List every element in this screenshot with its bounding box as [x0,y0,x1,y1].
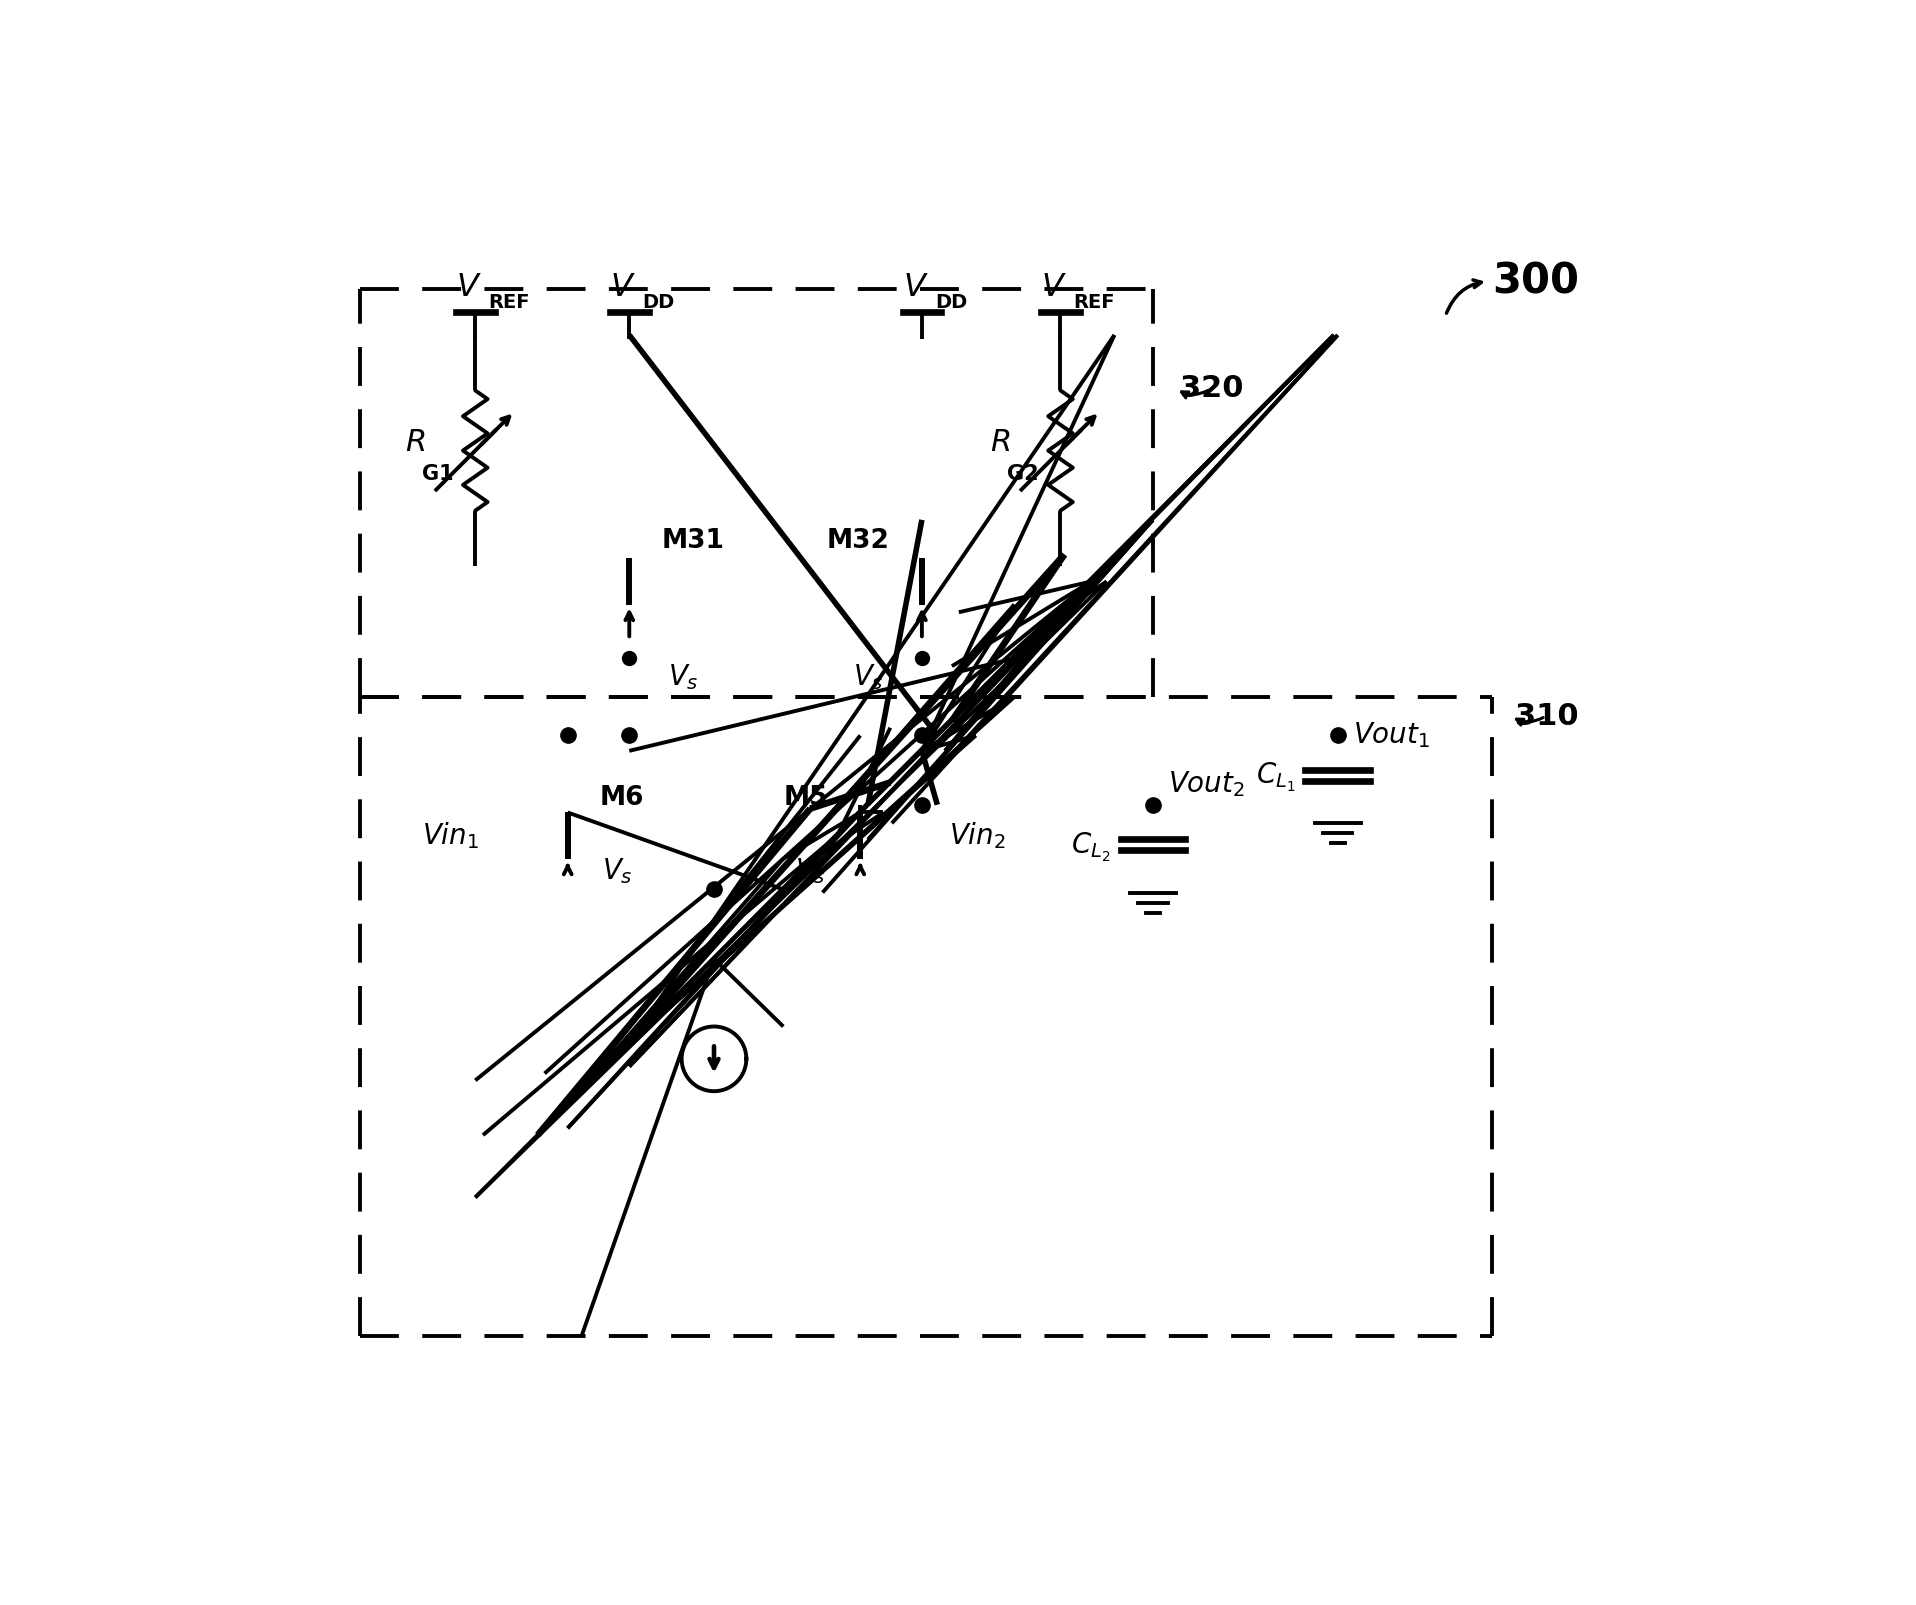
Text: $V$: $V$ [1042,271,1067,303]
Text: REF: REF [1073,294,1115,311]
Text: M31: M31 [661,528,724,554]
Text: $V$: $V$ [902,271,929,303]
Text: $R$: $R$ [991,429,1010,457]
Text: M5: M5 [784,785,828,811]
Text: $V_s$: $V_s$ [602,855,632,886]
Text: G2: G2 [1008,464,1038,485]
Text: $Vin_2$: $Vin_2$ [948,820,1006,851]
Text: 300: 300 [1493,260,1579,302]
Text: $R$: $R$ [404,429,425,457]
Text: DD: DD [935,294,968,311]
Text: $V_s$: $V_s$ [853,663,883,692]
Text: $Vout_2$: $Vout_2$ [1169,769,1245,799]
Text: $V$: $V$ [456,271,483,303]
Text: 310: 310 [1516,701,1579,730]
Text: 320: 320 [1180,374,1243,403]
Text: DD: DD [642,294,674,311]
Text: REF: REF [489,294,531,311]
Text: $Vout_1$: $Vout_1$ [1353,721,1429,751]
Text: M6: M6 [600,785,644,811]
Text: M32: M32 [826,528,889,554]
Text: $C_{L_2}$: $C_{L_2}$ [1071,830,1111,863]
Text: $Vin_1$: $Vin_1$ [422,820,479,851]
Text: $V$: $V$ [611,271,636,303]
Text: G1: G1 [422,464,454,485]
Text: $V_s$: $V_s$ [669,663,699,692]
Text: $C_{L_1}$: $C_{L_1}$ [1255,761,1295,794]
Text: $V_s$: $V_s$ [795,855,826,886]
